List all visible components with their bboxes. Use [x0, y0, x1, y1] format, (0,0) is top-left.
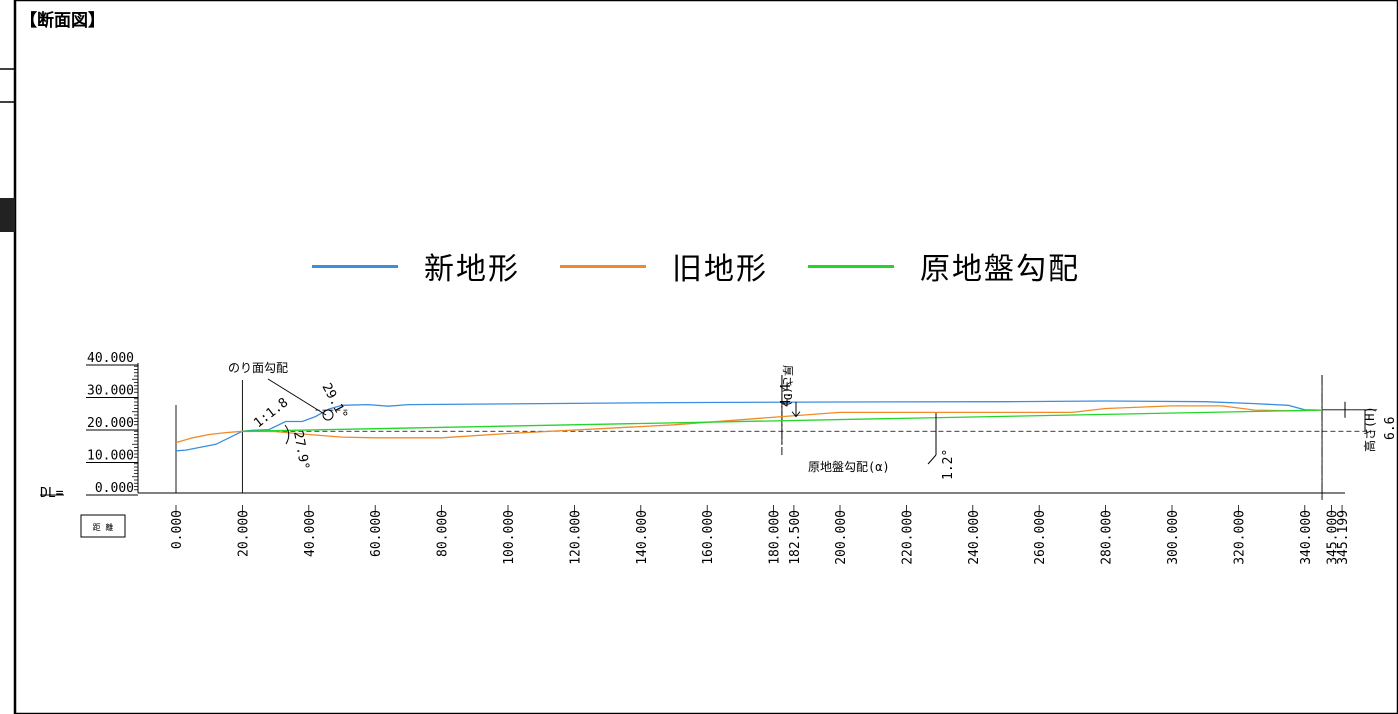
station-label: 200.000 — [834, 510, 849, 565]
station-label: 160.000 — [701, 510, 716, 565]
station-label: 240.000 — [967, 510, 982, 565]
station-label: 0.000 — [170, 510, 185, 549]
height-label: 高さ(H) — [1362, 406, 1377, 452]
station-label: 40.000 — [303, 510, 318, 557]
y-tick-label: 40.000 — [87, 351, 134, 366]
series-layer — [175, 400, 1323, 452]
station-label: 340.000 — [1299, 510, 1314, 565]
station-label: 140.000 — [635, 510, 650, 565]
station-label: 320.000 — [1232, 510, 1247, 565]
station-label: 120.000 — [568, 510, 583, 565]
station-label: 20.000 — [236, 510, 251, 557]
station-label: 345.199 — [1336, 510, 1351, 565]
legend-label: 旧地形 — [672, 252, 768, 287]
ground-slope-pointer — [927, 454, 937, 465]
thickness-arrow — [791, 411, 801, 418]
legend-item-old-terrain: 旧地形 — [560, 244, 768, 288]
slope-angle-label: 27.9° — [290, 430, 312, 471]
slope-leader-line — [267, 378, 327, 416]
station-label: 280.000 — [1100, 510, 1115, 565]
series-line-0 — [175, 400, 1323, 452]
legend-label: 原地盤勾配 — [920, 252, 1080, 287]
station-label: 60.000 — [369, 510, 384, 557]
y-tick-label: 10.000 — [87, 449, 134, 464]
legend-item-new-terrain: 新地形 — [312, 244, 520, 288]
distance-row-box — [80, 514, 126, 538]
slope-marker-circle — [322, 409, 334, 421]
height-value: 6.6 — [1383, 417, 1398, 440]
datum-label: DL= — [40, 486, 64, 501]
legend-label: 新地形 — [424, 252, 520, 287]
series-line-1 — [175, 405, 1323, 444]
y-tick-label: 0.000 — [95, 481, 134, 496]
slope-angle-arc — [284, 424, 290, 445]
station-label: 180.000 — [768, 510, 783, 565]
station-label: 345.000 — [1325, 510, 1340, 565]
annotation-layer — [267, 378, 1366, 465]
station-label: 80.000 — [436, 510, 451, 557]
legend-swatch — [312, 264, 398, 268]
legend-item-ground-slope: 原地盤勾配 — [808, 244, 1080, 288]
thickness-label: 厚さ(D) — [781, 365, 794, 407]
thickness-value: 4.4 — [779, 383, 794, 407]
guide-layer — [175, 375, 1378, 500]
station-label: 220.000 — [900, 510, 915, 565]
ground-slope-value: 1.2° — [941, 449, 956, 480]
series-line-2 — [242, 409, 1323, 432]
legend-swatch — [560, 264, 646, 268]
ground-slope-label: 原地盤勾配(α) — [808, 460, 890, 474]
station-label: 260.000 — [1033, 510, 1048, 565]
distance-row-label: 距 離 — [93, 522, 114, 532]
y-tick-label: 30.000 — [87, 384, 134, 399]
axis-layer: 0.000 20.000 40.000 60.000 80.000 100.000 120.… — [40, 363, 1351, 565]
slope-label: のり面勾配 — [228, 361, 288, 375]
legend: 新地形 旧地形 原地盤勾配 — [312, 244, 1120, 288]
legend-swatch — [808, 264, 894, 268]
page-title: 【断面図】 — [20, 11, 105, 31]
station-label: 182.500 — [788, 510, 803, 565]
station-label: 300.000 — [1166, 510, 1181, 565]
station-label: 100.000 — [502, 510, 517, 565]
y-tick-label: 20.000 — [87, 416, 134, 431]
